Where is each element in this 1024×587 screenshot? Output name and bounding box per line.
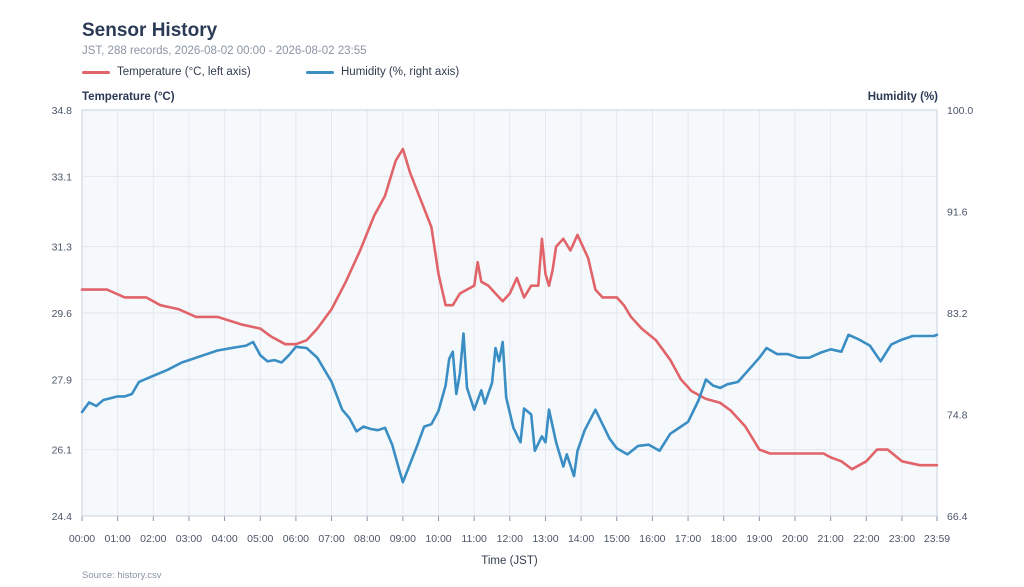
legend-item-temperature[interactable]: Temperature (°C, left axis) [82, 66, 251, 78]
y-left-tick-label: 29.6 [52, 308, 73, 320]
legend-item-humidity[interactable]: Humidity (%, right axis) [306, 66, 459, 78]
source-note: Source: history.csv [82, 570, 162, 581]
y-right-tick-label: 74.8 [947, 410, 968, 422]
x-tick-label: 23:59 [924, 533, 950, 545]
x-tick-label: 05:00 [247, 533, 273, 545]
x-tick-label: 07:00 [318, 533, 344, 545]
x-axis-title: Time (JST) [481, 555, 538, 567]
x-tick-label: 08:00 [354, 533, 380, 545]
x-tick-label: 16:00 [639, 533, 665, 545]
legend-label-humidity: Humidity (%, right axis) [341, 66, 460, 78]
x-tick-label: 00:00 [69, 533, 95, 545]
left-axis-title: Temperature (°C) [82, 91, 175, 103]
series-line-temperature [80, 147, 939, 471]
x-tick-label: 06:00 [283, 533, 309, 545]
chart-title: Sensor History [82, 20, 218, 41]
x-tick-label: 02:00 [140, 533, 166, 545]
y-left-tick-label: 31.3 [52, 242, 73, 254]
x-tick-label: 18:00 [711, 533, 737, 545]
legend-swatch-temperature [82, 70, 110, 74]
x-tick-label: 10:00 [425, 533, 451, 545]
y-right-tick-label: 66.4 [947, 511, 968, 523]
y-left-tick-label: 24.4 [52, 511, 73, 523]
x-tick-label: 23:00 [889, 533, 915, 545]
chart-subtitle: JST, 288 records, 2026-08-02 00:00 - 202… [82, 45, 367, 57]
y-right-tick-label: 91.6 [947, 207, 968, 219]
series-line-humidity [80, 332, 939, 484]
x-tick-label: 11:00 [461, 533, 487, 545]
x-tick-label: 21:00 [818, 533, 844, 545]
x-tick-label: 04:00 [211, 533, 237, 545]
x-tick-label: 22:00 [853, 533, 879, 545]
y-right-tick-label: 83.2 [947, 308, 968, 320]
y-left-tick-label: 26.1 [52, 445, 73, 457]
legend-label-temperature: Temperature (°C, left axis) [117, 66, 251, 78]
x-tick-label: 20:00 [782, 533, 808, 545]
x-tick-label: 17:00 [675, 533, 701, 545]
legend-swatch-humidity [306, 70, 334, 74]
x-tick-label: 09:00 [390, 533, 416, 545]
plot-border [81, 109, 938, 517]
y-left-tick-label: 33.1 [52, 171, 73, 183]
x-tick-label: 15:00 [604, 533, 630, 545]
x-tick-label: 03:00 [176, 533, 202, 545]
x-tick-label: 19:00 [746, 533, 772, 545]
y-left-tick-label: 34.8 [52, 105, 73, 117]
x-tick-label: 12:00 [497, 533, 523, 545]
x-tick-label: 14:00 [568, 533, 594, 545]
x-tick-label: 01:00 [105, 533, 131, 545]
right-axis-title: Humidity (%) [867, 91, 938, 103]
y-left-tick-label: 27.9 [52, 374, 73, 386]
y-right-tick-label: 100.0 [947, 105, 973, 117]
x-tick-label: 13:00 [532, 533, 558, 545]
